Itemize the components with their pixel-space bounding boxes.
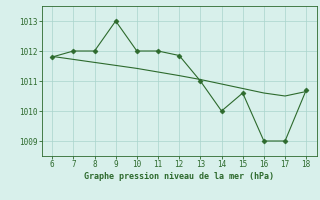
X-axis label: Graphe pression niveau de la mer (hPa): Graphe pression niveau de la mer (hPa) (84, 172, 274, 181)
